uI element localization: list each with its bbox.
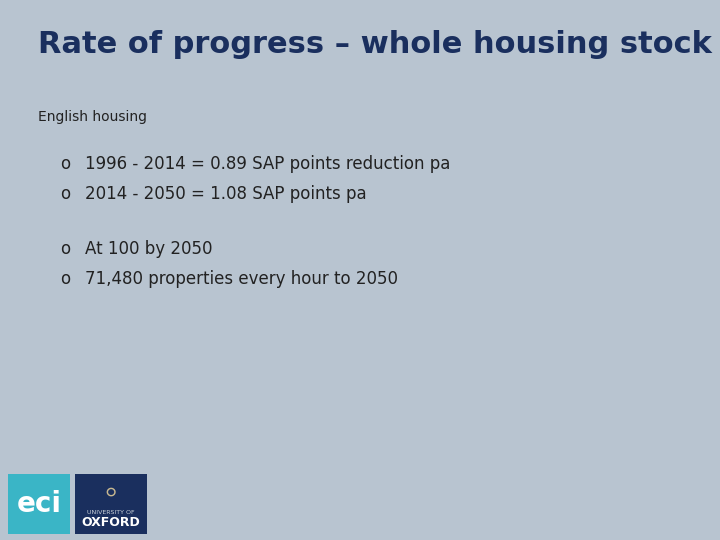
Text: o: o	[60, 270, 70, 288]
Text: ⚪: ⚪	[103, 484, 120, 503]
FancyBboxPatch shape	[75, 474, 147, 534]
Text: Rate of progress – whole housing stock: Rate of progress – whole housing stock	[38, 30, 712, 59]
Text: o: o	[60, 240, 70, 258]
Text: 1996 - 2014 = 0.89 SAP points reduction pa: 1996 - 2014 = 0.89 SAP points reduction …	[85, 155, 451, 173]
Text: 2014 - 2050 = 1.08 SAP points pa: 2014 - 2050 = 1.08 SAP points pa	[85, 185, 366, 203]
Text: UNIVERSITY OF: UNIVERSITY OF	[87, 510, 135, 516]
Text: 71,480 properties every hour to 2050: 71,480 properties every hour to 2050	[85, 270, 398, 288]
Text: o: o	[60, 155, 70, 173]
Text: English housing: English housing	[38, 110, 147, 124]
FancyBboxPatch shape	[8, 474, 70, 534]
Text: eci: eci	[17, 490, 61, 518]
Text: o: o	[60, 185, 70, 203]
Text: OXFORD: OXFORD	[81, 516, 140, 529]
Text: At 100 by 2050: At 100 by 2050	[85, 240, 212, 258]
